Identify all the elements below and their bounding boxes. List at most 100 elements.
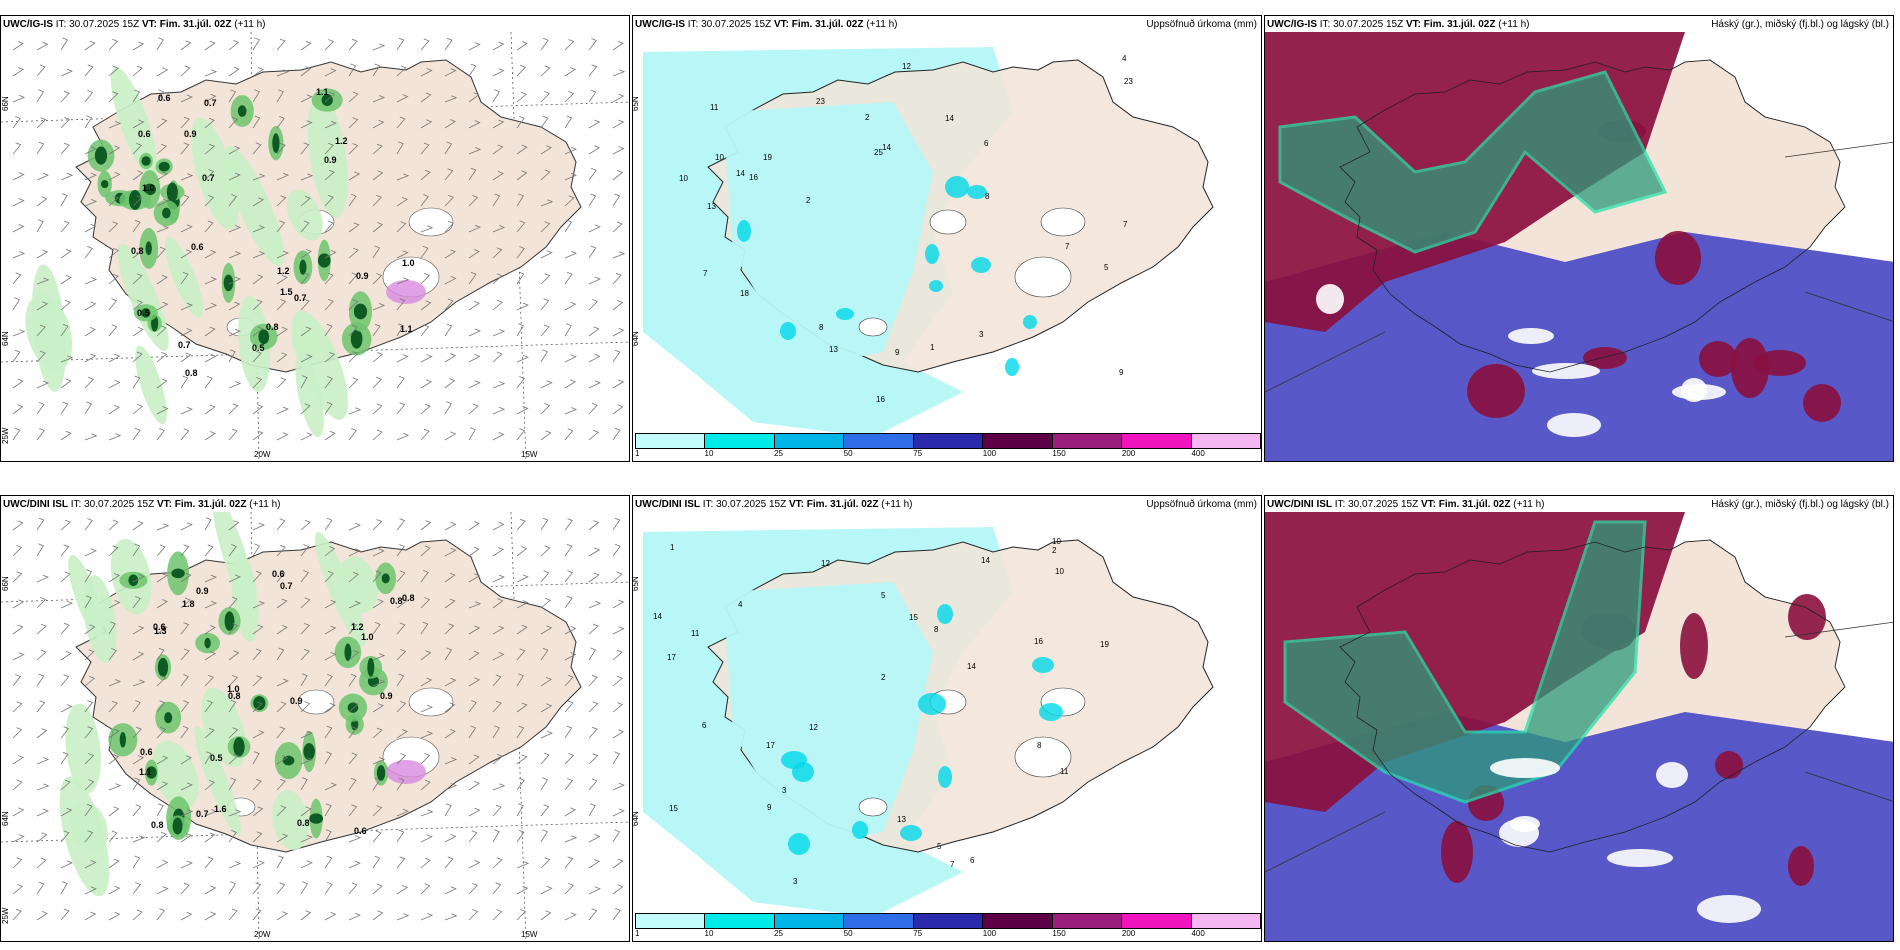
accum-value-label: 14 [981, 556, 990, 565]
lat-label: 64N [1, 811, 10, 826]
wind-barb [444, 141, 453, 155]
wind-barb [372, 599, 384, 609]
accum-value-label: 14 [882, 143, 891, 152]
wind-barb [60, 193, 68, 207]
colorbar-swatch [913, 434, 984, 448]
precip-area [65, 703, 101, 794]
glacier [1014, 736, 1072, 778]
accum-value-label: 3 [979, 330, 984, 339]
wind-barb [300, 195, 311, 207]
glacier [408, 687, 454, 717]
wind-barb [228, 520, 240, 531]
wind-barb [420, 428, 430, 441]
wind-barb [12, 701, 23, 713]
clear-sky-patch [1532, 363, 1600, 379]
precip-value-label: 0.7 [294, 293, 307, 303]
wind-barb [252, 624, 264, 635]
wind-barb [204, 651, 216, 661]
wind-barb [252, 522, 265, 531]
wind-barb [276, 250, 289, 259]
precip-area [135, 345, 167, 425]
wind-barb [276, 38, 286, 51]
wind-barb [252, 115, 261, 129]
wind-barb [564, 700, 574, 713]
lat-label: 64N [632, 331, 640, 346]
wind-barb [228, 675, 239, 687]
wind-barb [540, 250, 553, 259]
wind-barb [612, 427, 621, 441]
wind-barb [540, 517, 549, 531]
wind-barb [60, 37, 69, 51]
wind-barb [156, 37, 164, 51]
wind-barb [492, 598, 504, 609]
wind-barb [444, 803, 452, 817]
wind-barb [180, 375, 189, 389]
wind-barb [348, 247, 359, 259]
wind-barb [36, 89, 44, 103]
wind-barb [252, 404, 264, 415]
wind-barb [228, 830, 237, 843]
wind-barb [516, 193, 524, 207]
wind-barb [84, 376, 94, 389]
wind-barb [36, 808, 49, 817]
wind-barb [228, 251, 242, 259]
wind-barb [204, 625, 216, 635]
wind-barb [564, 518, 574, 531]
wind-barb [324, 702, 336, 713]
wind-barb [444, 275, 457, 285]
accum-value-label: 16 [749, 173, 758, 182]
panel-title: Uppsöfnuð úrkoma (mm) [1146, 499, 1257, 510]
wind-barb [540, 115, 549, 129]
wind-barb [12, 599, 25, 609]
wind-barb [396, 673, 405, 687]
wind-barb [348, 272, 358, 285]
accum-value-label: 14 [736, 169, 745, 178]
wind-barb [300, 881, 308, 895]
wind-barb [132, 143, 143, 155]
wind-barb [348, 860, 361, 869]
wind-barb [132, 804, 142, 817]
wind-barb [300, 66, 312, 77]
wind-barb [372, 143, 383, 155]
wind-barb [300, 519, 311, 531]
wind-barb [156, 523, 170, 531]
precip-core [237, 105, 247, 117]
wind-barb [108, 519, 119, 531]
wind-barb [228, 699, 237, 713]
wind-barb [84, 753, 95, 765]
wind-barb [60, 650, 72, 661]
wind-barb [588, 623, 599, 635]
wind-barb [444, 353, 457, 363]
wind-barb [36, 623, 47, 635]
precip-value-label: 0.6 [138, 129, 151, 139]
wind-barb [276, 911, 288, 921]
wind-barb [612, 300, 624, 311]
coastline [1339, 59, 1846, 373]
lat-label: 25W [1, 427, 10, 444]
wind-barb [444, 677, 457, 687]
accum-value-label: 14 [967, 662, 976, 671]
wind-barb [60, 807, 73, 817]
panel-igis-precip: UWC/IG-IS IT: 30.07.2025 15Z VT: Fim. 31… [0, 15, 630, 462]
colorbar-swatch [774, 914, 845, 928]
wind-barb [588, 647, 597, 661]
colorbar-swatch [913, 914, 984, 928]
wind-barb [324, 169, 335, 181]
accum-value-label: 2 [1052, 546, 1057, 555]
wind-barb [444, 886, 457, 895]
wind-barb [108, 324, 118, 337]
accum-value-label: 10 [1055, 567, 1064, 576]
wind-barb [444, 68, 457, 77]
precip-value-label: 0.8 [151, 820, 164, 830]
wind-barb [84, 327, 96, 337]
precip-core [146, 766, 157, 779]
accum-value-label: 8 [819, 323, 824, 332]
wind-barb [204, 249, 217, 259]
precip-area [307, 94, 348, 218]
wind-barb [420, 570, 429, 583]
wind-barb [348, 428, 357, 441]
wind-barb [396, 432, 410, 441]
wind-barb [204, 326, 216, 337]
wind-barb [444, 401, 452, 415]
wind-barb [540, 145, 552, 155]
